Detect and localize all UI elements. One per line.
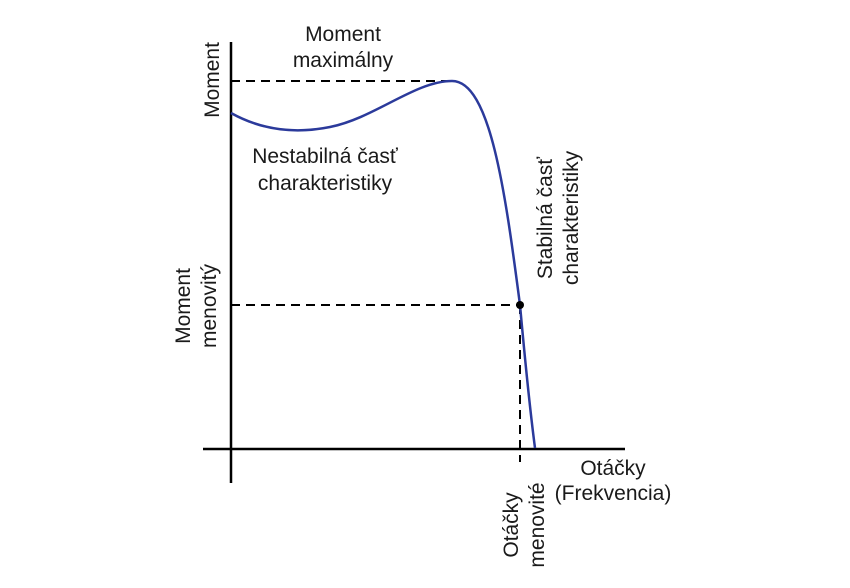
y-axis-label: Moment: [201, 42, 224, 118]
x-axis-label-line1: Otáčky: [580, 457, 646, 480]
rated-speed-label-line1: Otáčky: [500, 492, 523, 558]
unstable-part-label-line1: Nestabilná časť: [252, 145, 399, 168]
rated-speed-label-line2: menovité: [526, 482, 549, 567]
max-torque-label-line2: maximálny: [293, 49, 394, 72]
rated-point-marker: [516, 301, 524, 309]
x-axis-label-line2: (Frekvencia): [555, 482, 672, 505]
max-torque-label-line1: Moment: [305, 23, 381, 46]
unstable-part-label-line2: charakteristiky: [258, 172, 393, 195]
torque-speed-curve: [230, 79, 537, 449]
rated-torque-label-line2: menovitý: [198, 263, 221, 348]
stable-part-label-line2: charakteristiky: [560, 150, 583, 285]
rated-torque-label-line1: Moment: [172, 268, 195, 344]
stable-part-label-line1: Stabilná časť: [534, 156, 557, 279]
